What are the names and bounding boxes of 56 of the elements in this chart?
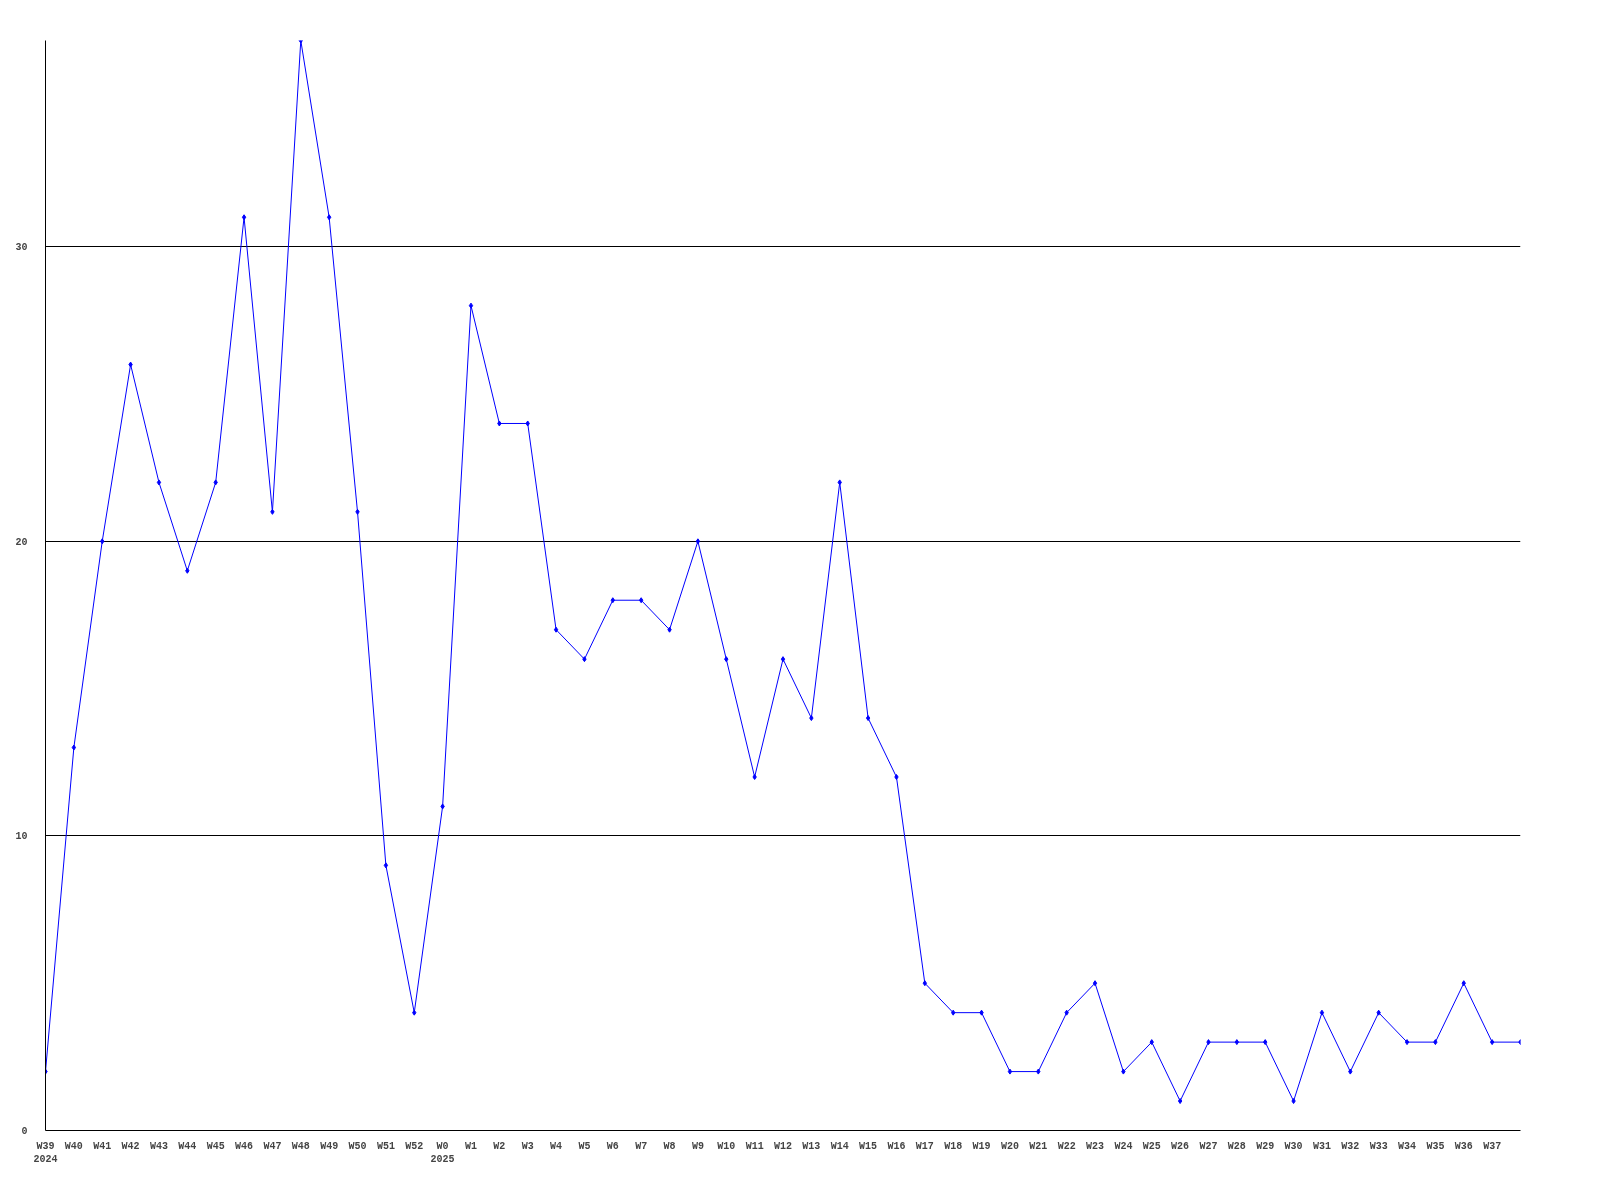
y-tick-label: 30 [15, 242, 28, 254]
x-tick-label: W48 [291, 1140, 310, 1152]
y-tick-label: 0 [21, 1126, 28, 1137]
x-tick-label: W21 [1029, 1140, 1048, 1152]
x-tick-label: W5 [578, 1140, 591, 1152]
x-tick-label: W46 [235, 1140, 254, 1152]
x-tick-label: W15 [859, 1140, 878, 1152]
x-tick-label: W35 [1426, 1140, 1445, 1152]
x-tick-label: W20 [1000, 1140, 1019, 1152]
x-tick-label: W37 [1483, 1140, 1502, 1152]
x-tick-label: W32 [1341, 1140, 1360, 1152]
x-tick-label: W11 [745, 1140, 764, 1152]
x-tick-label: W3 [521, 1140, 534, 1152]
x-tick-label: W33 [1369, 1140, 1388, 1152]
x-tick-label: W47 [263, 1140, 282, 1152]
x-tick-label: W52 [405, 1140, 424, 1152]
y-tick-label: 20 [15, 536, 28, 548]
x-tick-label: W26 [1171, 1140, 1190, 1152]
x-tick-label: W7 [635, 1140, 648, 1152]
x-tick-label: W22 [1057, 1140, 1076, 1152]
x-tick-label: W50 [348, 1140, 367, 1152]
x-tick-label: W0 2025 [430, 1140, 455, 1165]
x-tick-label: W14 [830, 1140, 849, 1152]
x-tick-label: W45 [206, 1140, 225, 1152]
x-tick-label: W1 [464, 1140, 477, 1152]
x-tick-label: W10 [717, 1140, 736, 1152]
x-tick-label: W27 [1199, 1140, 1218, 1152]
x-tick-label: W25 [1142, 1140, 1161, 1152]
x-tick-label: W13 [802, 1140, 821, 1152]
x-tick-label: W49 [320, 1140, 339, 1152]
x-tick-label: W8 [663, 1140, 676, 1152]
x-tick-label: W4 [550, 1140, 563, 1152]
x-tick-label: W2 [493, 1140, 506, 1152]
x-tick-label: W12 [774, 1140, 793, 1152]
x-tick-label: W6 [606, 1140, 619, 1152]
x-tick-label: W17 [915, 1140, 934, 1152]
x-tick-label: W28 [1227, 1140, 1246, 1152]
x-tick-label: W51 [376, 1140, 395, 1152]
x-tick-label: W18 [944, 1140, 963, 1152]
x-tick-label: W29 [1256, 1140, 1275, 1152]
x-tick-label: W43 [149, 1140, 168, 1152]
x-tick-label: W42 [121, 1140, 140, 1152]
x-tick-label: W34 [1398, 1140, 1417, 1152]
x-tick-label: W23 [1086, 1140, 1105, 1152]
x-tick-label: W30 [1284, 1140, 1303, 1152]
x-tick-label: W36 [1454, 1140, 1473, 1152]
x-tick-label: W44 [178, 1140, 197, 1152]
x-tick-label: W9 [691, 1140, 704, 1152]
y-tick-label: 10 [15, 831, 28, 843]
x-tick-label: W41 [93, 1140, 112, 1152]
x-tick-label: W19 [972, 1140, 991, 1152]
x-tick-label: W24 [1114, 1140, 1133, 1152]
x-tick-label: W31 [1312, 1140, 1331, 1152]
x-tick-label: W16 [887, 1140, 906, 1152]
x-tick-label: W40 [64, 1140, 83, 1152]
x-tick-label: W39 2024 [33, 1140, 58, 1165]
